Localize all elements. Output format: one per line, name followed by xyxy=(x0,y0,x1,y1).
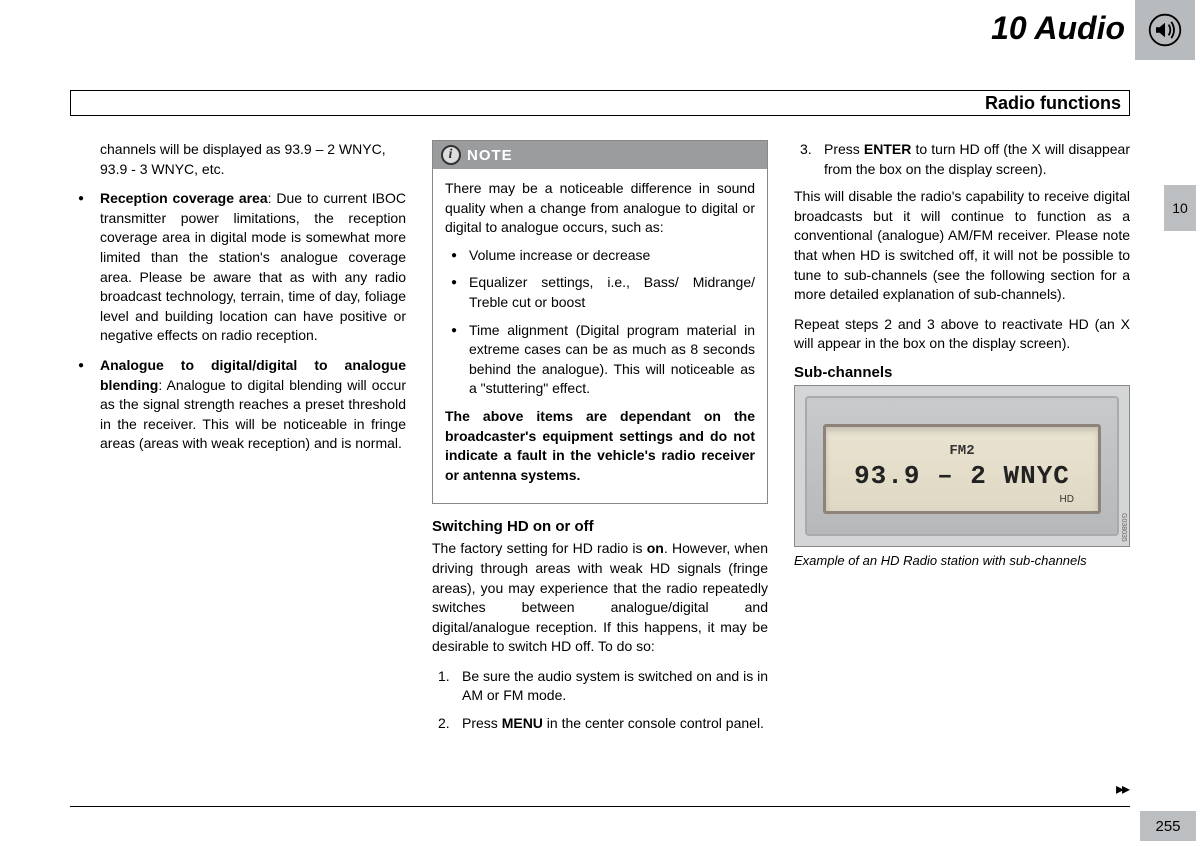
note-bullet: Volume increase or decrease xyxy=(445,246,755,266)
figure-code: G038035 xyxy=(1120,513,1127,542)
col3-p1: This will disable the radio's capability… xyxy=(794,187,1130,305)
column-3: Press ENTER to turn HD off (the X will d… xyxy=(794,140,1130,787)
radio-hd-label: HD xyxy=(1060,494,1074,505)
subchannels-heading: Sub-channels xyxy=(794,364,1130,381)
step-2: Press MENU in the center console control… xyxy=(432,714,768,734)
s2-c: in the center console control panel. xyxy=(543,715,764,731)
note-bullet: Equalizer settings, i.e., Bass/ Midrange… xyxy=(445,273,755,312)
note-bullet: Time alignment (Digital program material… xyxy=(445,321,755,399)
page-header: 10 Audio xyxy=(0,0,1200,60)
switching-heading: Switching HD on or off xyxy=(432,518,768,535)
chapter-side-tab: 10 xyxy=(1164,185,1196,231)
radio-band: FM2 xyxy=(949,443,974,459)
radio-body: FM2 93.9 – 2 WNYC HD xyxy=(805,396,1119,536)
s3-a: Press xyxy=(824,141,864,157)
column-1: channels will be displayed as 93.9 – 2 W… xyxy=(70,140,406,787)
column-2: i NOTE There may be a noticeable differe… xyxy=(432,140,768,787)
note-header: i NOTE xyxy=(433,141,767,169)
s2-a: Press xyxy=(462,715,502,731)
chapter-number: 10 xyxy=(991,10,1027,46)
s2-b: MENU xyxy=(502,715,543,731)
step-3: Press ENTER to turn HD off (the X will d… xyxy=(794,140,1130,179)
section-title: Radio functions xyxy=(70,90,1130,116)
chapter-name: Audio xyxy=(1034,10,1125,46)
p1-on: on xyxy=(647,540,664,556)
bullet-blending: Analogue to digital/digital to analogue … xyxy=(70,356,406,454)
p1-b: . However, when driving through areas wi… xyxy=(432,540,768,654)
page-number: 255 xyxy=(1140,811,1196,841)
p1-a: The factory setting for HD radio is xyxy=(432,540,647,556)
figure-caption: Example of an HD Radio station with sub-… xyxy=(794,553,1130,568)
note-intro: There may be a noticeable difference in … xyxy=(445,179,755,238)
note-bullets: Volume increase or decrease Equalizer se… xyxy=(445,246,755,399)
col3-p2: Repeat steps 2 and 3 above to reactivate… xyxy=(794,315,1130,354)
info-icon: i xyxy=(441,145,461,165)
note-box: i NOTE There may be a noticeable differe… xyxy=(432,140,768,504)
col1-bullets: Reception coverage area: Due to current … xyxy=(70,189,406,454)
s3-b: ENTER xyxy=(864,141,911,157)
bullet-reception: Reception coverage area: Due to current … xyxy=(70,189,406,346)
speaker-icon-box xyxy=(1135,0,1195,60)
note-body: There may be a noticeable difference in … xyxy=(433,169,767,503)
switching-steps: Be sure the audio system is switched on … xyxy=(432,667,768,734)
note-label: NOTE xyxy=(467,147,513,164)
switching-steps-cont: Press ENTER to turn HD off (the X will d… xyxy=(794,140,1130,179)
step-1: Be sure the audio system is switched on … xyxy=(432,667,768,706)
bullet-text: : Due to current IBOC transmitter power … xyxy=(100,190,406,343)
col1-intro: channels will be displayed as 93.9 – 2 W… xyxy=(100,140,406,179)
chapter-title: 10 Audio xyxy=(991,10,1125,47)
radio-figure: FM2 93.9 – 2 WNYC HD G038035 xyxy=(794,385,1130,547)
content-area: channels will be displayed as 93.9 – 2 W… xyxy=(70,140,1130,787)
radio-freq: 93.9 – 2 WNYC xyxy=(826,461,1098,491)
radio-screen: FM2 93.9 – 2 WNYC HD xyxy=(823,424,1101,514)
note-footer: The above items are dependant on the bro… xyxy=(445,407,755,485)
speaker-icon xyxy=(1147,12,1183,48)
switching-p1: The factory setting for HD radio is on. … xyxy=(432,539,768,657)
bullet-lead: Reception coverage area xyxy=(100,190,268,206)
continue-icon: ▸▸ xyxy=(1116,779,1128,799)
footer-rule xyxy=(70,806,1130,807)
